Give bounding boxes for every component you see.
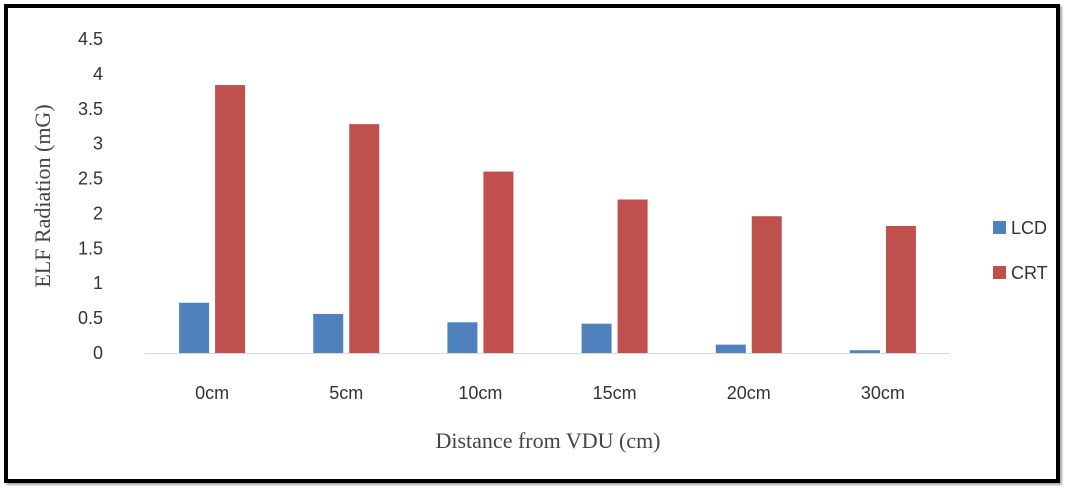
y-tick-label: 2.5 bbox=[78, 169, 103, 189]
legend: LCD CRT bbox=[993, 218, 1048, 283]
bar-lcd-20cm bbox=[715, 344, 746, 353]
bar-crt-0cm bbox=[215, 85, 246, 353]
y-tick-label: 3.5 bbox=[78, 99, 103, 119]
y-tick-label: 1.5 bbox=[78, 238, 103, 258]
y-axis-ticks: 0 0.5 1 1.5 2 2.5 3 3.5 4 4.5 bbox=[78, 29, 103, 363]
y-tick-label: 0 bbox=[93, 343, 103, 363]
y-tick-label: 0.5 bbox=[78, 308, 103, 328]
chart-frame bbox=[4, 4, 1060, 483]
legend-label-lcd: LCD bbox=[1011, 218, 1047, 238]
x-tick-label: 15cm bbox=[593, 383, 637, 403]
bar-lcd-0cm bbox=[179, 302, 210, 353]
y-tick-label: 4.5 bbox=[78, 29, 103, 49]
bar-crt-15cm bbox=[617, 199, 648, 353]
x-tick-label: 30cm bbox=[861, 383, 905, 403]
legend-swatch-crt bbox=[993, 266, 1006, 279]
bar-lcd-15cm bbox=[581, 323, 612, 353]
bar-crt-30cm bbox=[885, 226, 916, 353]
y-tick-label: 3 bbox=[93, 134, 103, 154]
bar-crt-10cm bbox=[483, 171, 514, 353]
bar-crt-20cm bbox=[751, 216, 782, 353]
y-tick-label: 1 bbox=[93, 273, 103, 293]
x-tick-label: 0cm bbox=[195, 383, 229, 403]
bar-crt-5cm bbox=[349, 124, 380, 353]
x-tick-label: 10cm bbox=[458, 383, 502, 403]
bar-lcd-5cm bbox=[313, 313, 344, 353]
bars bbox=[179, 85, 916, 353]
bar-lcd-10cm bbox=[447, 322, 478, 353]
bar-lcd-30cm bbox=[849, 350, 880, 353]
x-tick-label: 5cm bbox=[329, 383, 363, 403]
y-axis-title: ELF Radiation (mG) bbox=[30, 104, 55, 287]
legend-swatch-lcd bbox=[993, 221, 1006, 234]
x-axis-title: Distance from VDU (cm) bbox=[435, 428, 660, 453]
y-tick-label: 4 bbox=[93, 64, 103, 84]
legend-label-crt: CRT bbox=[1011, 263, 1048, 283]
x-tick-label: 20cm bbox=[727, 383, 771, 403]
x-axis-ticks: 0cm 5cm 10cm 15cm 20cm 30cm bbox=[195, 383, 905, 403]
y-tick-label: 2 bbox=[93, 203, 103, 223]
